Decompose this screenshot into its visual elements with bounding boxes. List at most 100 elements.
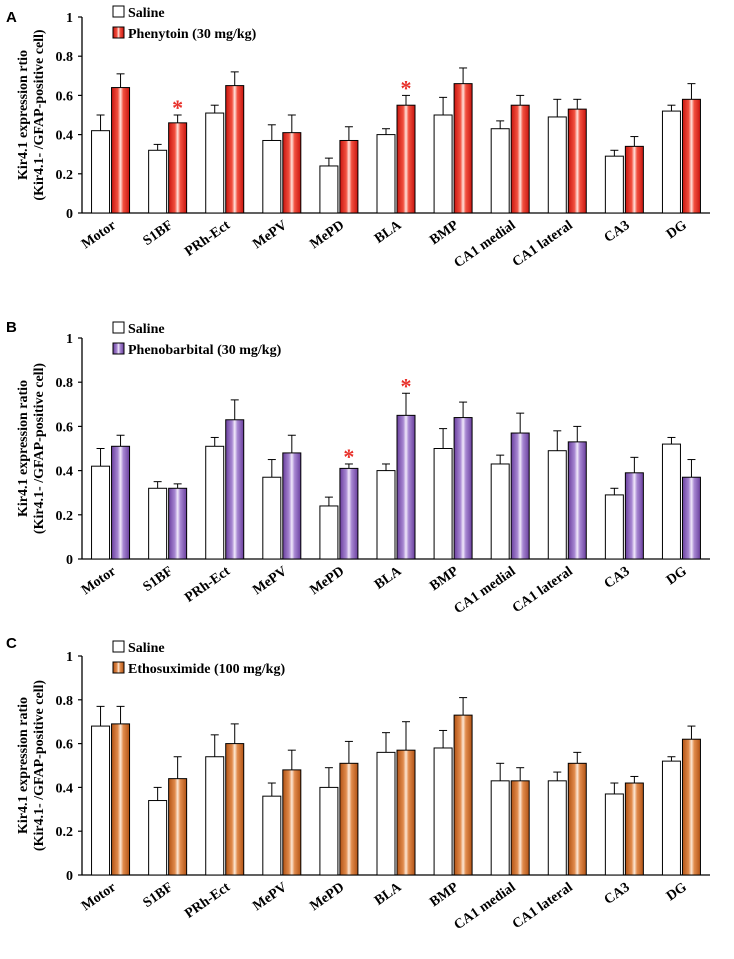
category-group: Motor [79, 705, 131, 914]
bar-treatment [510, 780, 530, 876]
x-category-label: BMP [427, 880, 461, 910]
legend-swatch-saline [112, 640, 125, 653]
bar-treatment [567, 441, 587, 560]
category-group: BMP [427, 67, 473, 248]
legend: Saline Phenytoin (30 mg/kg) [112, 5, 257, 42]
x-category-label: DG [664, 218, 690, 242]
bar-saline [148, 149, 168, 214]
bar-saline [205, 756, 225, 876]
bar-saline [148, 487, 168, 560]
legend-label-treatment: Phenytoin (30 mg/kg) [128, 27, 257, 42]
bar-saline [319, 786, 339, 876]
category-group: S1BF [141, 481, 188, 595]
category-group: MePD [307, 126, 359, 252]
bar-saline [490, 463, 510, 560]
y-tick-label: 0.6 [56, 89, 74, 104]
bar-treatment [453, 83, 473, 214]
bar-saline [433, 114, 453, 214]
bar-saline [433, 747, 453, 876]
x-category-label: DG [664, 564, 690, 588]
bar-saline [490, 780, 510, 876]
bar-treatment [339, 139, 359, 214]
bar-treatment [111, 87, 131, 214]
x-category-label: BMP [427, 218, 461, 248]
category-group: BLA [372, 721, 416, 909]
legend-label-saline: Saline [128, 322, 165, 337]
panel-letter: B [6, 319, 17, 336]
bar-treatment [225, 419, 245, 560]
y-tick-label: 0.6 [56, 738, 74, 753]
category-group: MePV [250, 749, 302, 914]
y-tick-label: 0.2 [56, 509, 74, 524]
x-category-label: MePV [250, 218, 290, 252]
bar-saline [433, 448, 453, 560]
bar-saline [262, 139, 282, 214]
bar-treatment [282, 452, 302, 560]
legend-swatch-saline [112, 321, 125, 334]
panel-letter: A [6, 9, 17, 26]
category-group: DG [661, 436, 701, 588]
y-tick-label: 0 [66, 207, 73, 222]
panel-letter: C [6, 635, 17, 652]
category-group: * BLA [372, 373, 416, 593]
y-tick-label: 1 [66, 332, 73, 347]
legend: Saline Ethosuximide (100 mg/kg) [112, 640, 285, 677]
x-category-label: S1BF [141, 564, 176, 595]
significance-marker: * [343, 444, 354, 469]
x-category-label: MePV [250, 564, 290, 598]
category-group: CA3 [602, 456, 644, 592]
y-axis-label-sub: (Kir4.1- /GFAP-positive cell) [32, 29, 47, 201]
y-axis-label-sub: (Kir4.1- /GFAP-positive cell) [32, 363, 47, 535]
bar-treatment [510, 432, 530, 560]
bar-saline [661, 443, 681, 560]
legend-swatch-saline [112, 5, 125, 18]
bar-treatment [567, 108, 587, 214]
category-group: PRh-Ect [182, 399, 245, 606]
x-category-label: CA1 medial [452, 880, 519, 933]
bar-treatment [681, 98, 701, 214]
bar-saline [661, 110, 681, 214]
bar-saline [262, 795, 282, 876]
x-category-label: MePD [307, 218, 347, 252]
x-category-label: BLA [372, 563, 405, 592]
bar-treatment [282, 132, 302, 214]
category-group: * MePD [307, 444, 359, 598]
x-category-label: PRh-Ect [182, 564, 233, 606]
category-group: MePD [307, 740, 359, 914]
y-tick-label: 0.8 [56, 694, 74, 709]
category-group: PRh-Ect [182, 723, 245, 922]
bar-saline [547, 116, 567, 214]
legend-swatch-treatment [112, 661, 125, 674]
panel-c: C Kir4.1 expression ratio (Kir4.1- /GFAP-p… [6, 635, 710, 933]
bar-treatment [282, 769, 302, 876]
bar-saline [91, 465, 111, 560]
category-group: DG [661, 725, 701, 904]
category-group: PRh-Ect [182, 71, 245, 260]
x-category-label: CA3 [602, 564, 633, 592]
y-tick-label: 0.4 [56, 781, 74, 796]
bar-treatment [510, 104, 530, 214]
bar-saline [91, 725, 111, 876]
bar-saline [376, 751, 396, 876]
bar-saline [319, 505, 339, 560]
category-group: Motor [79, 73, 131, 252]
category-group: * S1BF [141, 95, 188, 249]
y-tick-label: 0 [66, 869, 73, 884]
bar-saline [205, 445, 225, 560]
y-tick-label: 0.4 [56, 465, 74, 480]
x-category-label: Motor [79, 880, 119, 914]
bar-saline [91, 130, 111, 214]
y-axis-label: Kir4.1 expression ratio [16, 380, 31, 517]
x-category-label: MePD [307, 880, 347, 914]
legend-label-treatment: Ethosuximide (100 mg/kg) [128, 662, 285, 677]
bar-treatment [453, 417, 473, 560]
significance-marker: * [172, 95, 183, 120]
category-group: Motor [79, 434, 131, 598]
bar-treatment [225, 85, 245, 214]
significance-marker: * [401, 373, 412, 398]
bar-treatment [396, 749, 416, 876]
bar-treatment [681, 476, 701, 560]
bar-treatment [225, 743, 245, 876]
bar-saline [661, 760, 681, 876]
